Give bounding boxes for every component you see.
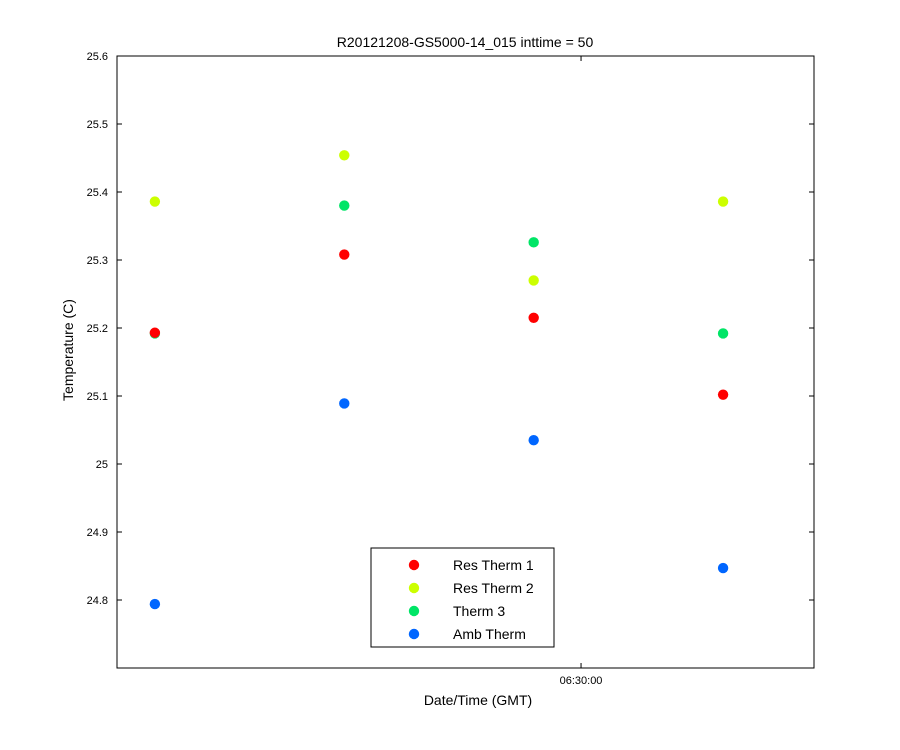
data-point — [149, 327, 161, 338]
chart-title: R20121208-GS5000-14_015 inttime = 50 — [337, 34, 594, 50]
data-point — [339, 150, 350, 161]
legend-label: Therm 3 — [453, 603, 505, 619]
x-tick-label: 06:30:00 — [560, 675, 603, 687]
data-point — [717, 562, 729, 574]
y-tick-label: 24.9 — [87, 527, 108, 539]
data-point — [339, 398, 350, 409]
legend-label: Amb Therm — [453, 626, 526, 642]
legend-label: Res Therm 2 — [453, 580, 534, 596]
y-axis-ticks: 24.8 24.9 25 25.1 25.2 25.3 25.4 25.5 25.6 — [87, 51, 814, 607]
legend-label: Res Therm 1 — [453, 557, 534, 573]
data-point — [717, 328, 729, 339]
data-point — [528, 237, 539, 248]
y-tick-label: 25.5 — [87, 119, 108, 131]
y-tick-label: 24.8 — [87, 595, 108, 607]
data-point — [149, 196, 161, 207]
data-point — [149, 598, 161, 610]
y-tick-label: 25.6 — [87, 51, 108, 63]
y-tick-label: 25.3 — [87, 255, 108, 267]
data-point — [339, 200, 350, 211]
legend-marker — [408, 582, 420, 594]
legend-marker — [408, 605, 420, 617]
y-axis-label: Temperature (C) — [60, 299, 76, 401]
x-axis-ticks: 06:30:00 — [560, 56, 603, 687]
legend-box — [370, 547, 555, 648]
legend-marker — [408, 559, 420, 571]
data-point — [717, 389, 729, 400]
y-tick-label: 25 — [96, 459, 108, 471]
legend-marker — [408, 628, 420, 640]
y-tick-label: 25.4 — [87, 187, 108, 199]
data-point — [528, 275, 539, 286]
legend: Res Therm 1 Res Therm 2 Therm 3 Amb Therm — [370, 547, 555, 648]
x-axis-label: Date/Time (GMT) — [424, 692, 532, 708]
y-tick-label: 25.2 — [87, 323, 108, 335]
data-point — [717, 196, 729, 207]
data-point — [339, 249, 350, 260]
data-point — [528, 435, 539, 446]
y-tick-label: 25.1 — [87, 391, 108, 403]
data-points — [149, 150, 729, 610]
data-point — [528, 312, 539, 323]
